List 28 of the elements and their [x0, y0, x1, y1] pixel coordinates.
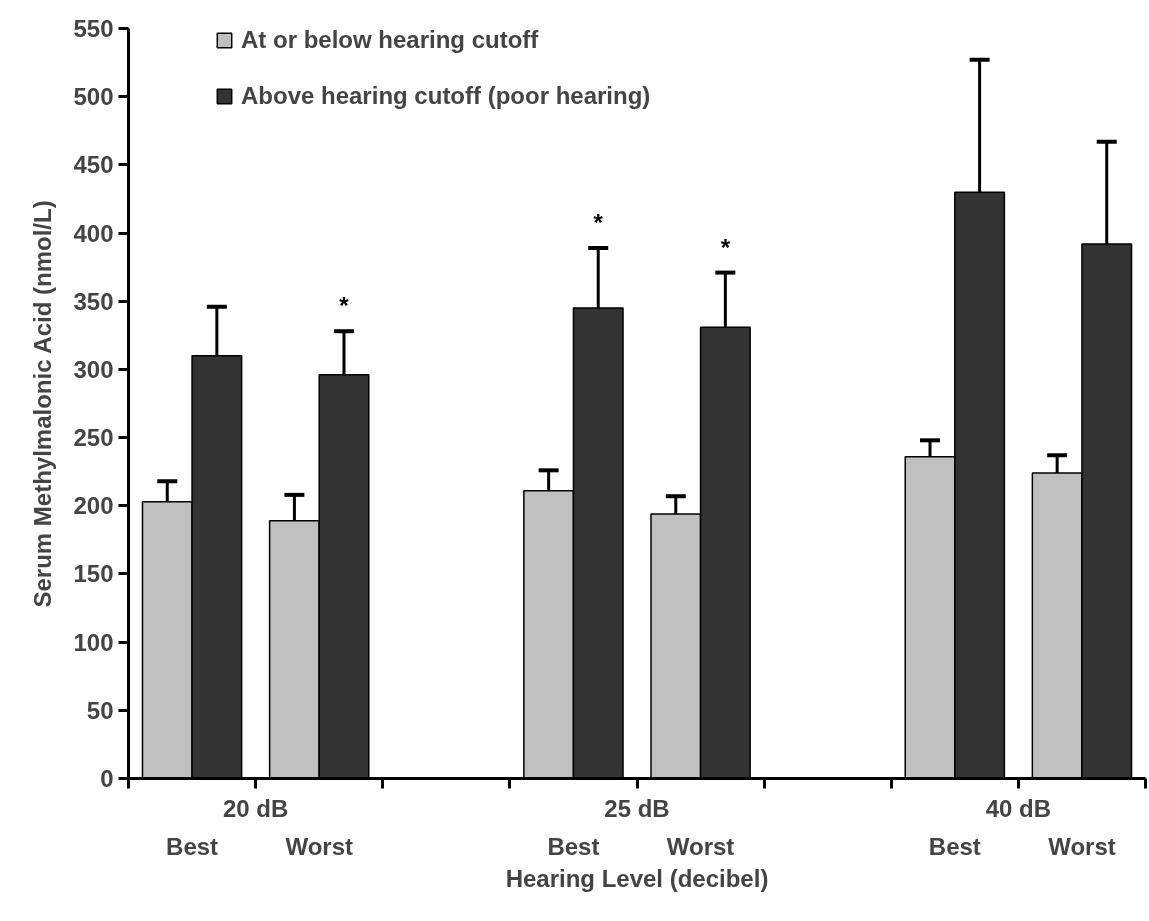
x-tick-label: Best: [166, 832, 219, 860]
y-tick-label: 300: [73, 355, 114, 383]
text: 20 dB: [222, 794, 289, 822]
x-axis-title: Hearing Level (decibel): [505, 864, 769, 892]
y-tick-label: 350: [73, 287, 114, 315]
annotation: *: [593, 209, 604, 237]
annotation: *: [339, 292, 350, 320]
text: 40 dB: [985, 794, 1052, 822]
legend-label: At or below hearing cutoff: [241, 27, 539, 54]
y-tick-label: 500: [73, 83, 114, 111]
legend-label: Above hearing cutoff (poor hearing): [241, 82, 651, 110]
y-axis-title: Serum Methylmalonic Acid (nmol/L): [29, 200, 57, 608]
x-tick-label: Worst: [285, 832, 353, 860]
x-tick-label: Worst: [1048, 832, 1116, 860]
y-tick-label: 150: [73, 560, 114, 588]
x-tick-label: Best: [928, 832, 981, 860]
y-tick-label: 550: [73, 15, 114, 42]
y-tick-label: 250: [73, 424, 114, 452]
y-tick-label: 400: [73, 219, 114, 247]
x-tick-label: Best: [547, 832, 600, 860]
y-tick-label: 100: [73, 628, 114, 656]
x-tick-label: Worst: [666, 832, 735, 860]
annotation: *: [720, 233, 731, 261]
y-tick-label: 200: [73, 492, 114, 520]
y-tick-label: 450: [73, 151, 114, 179]
y-tick-label: 50: [86, 696, 114, 724]
y-tick-label: 0: [100, 765, 114, 792]
text: 25 dB: [604, 794, 670, 822]
